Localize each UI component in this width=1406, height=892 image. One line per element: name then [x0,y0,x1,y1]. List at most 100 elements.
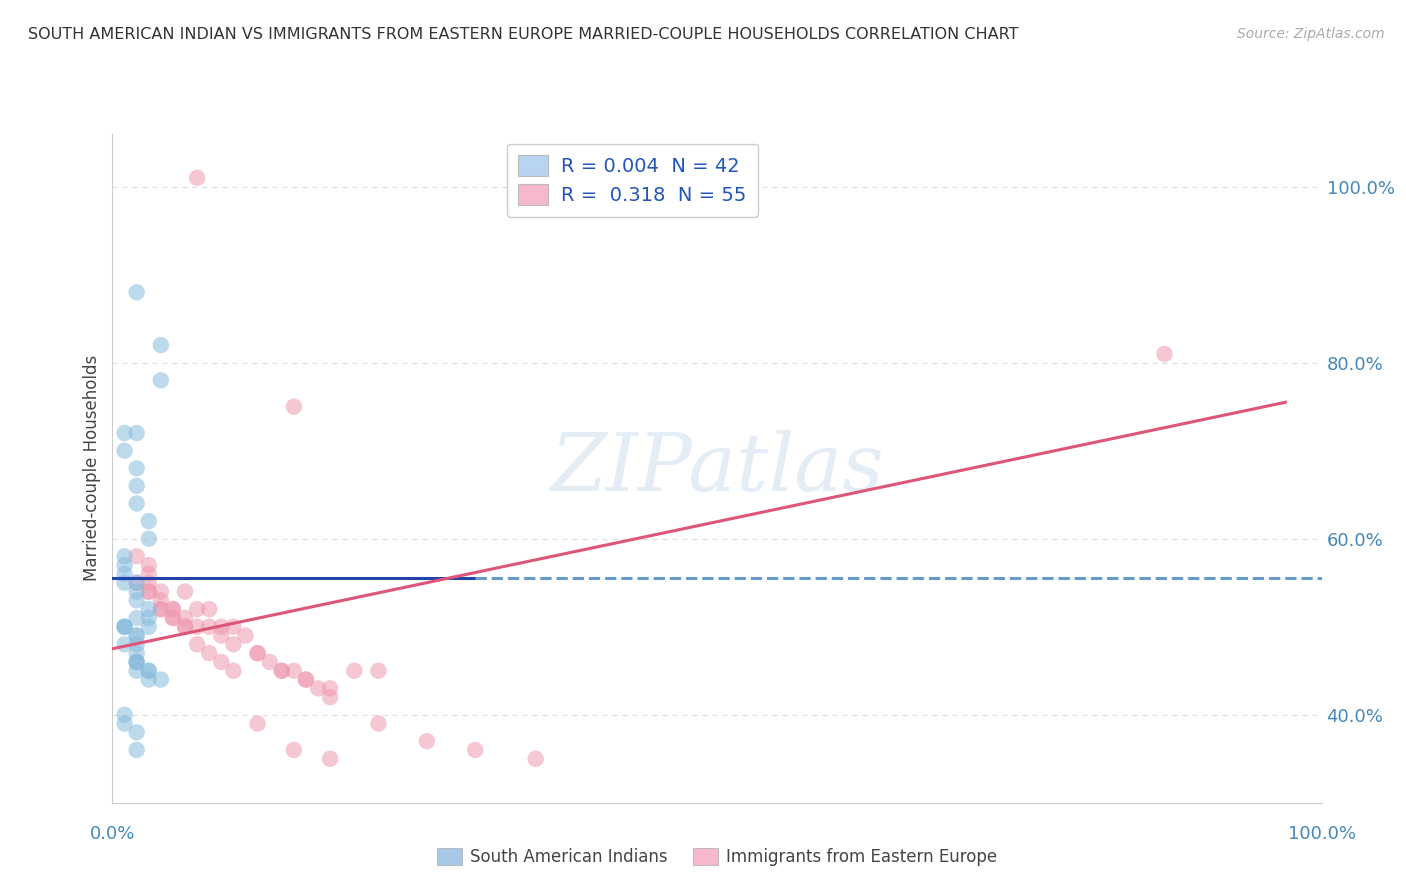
Point [319,681,342,696]
Point [114,707,136,722]
Point [174,611,197,625]
Point [114,566,136,581]
Point [149,593,172,607]
Point [283,664,305,678]
Point [125,496,148,510]
Point [114,575,136,590]
Text: ZIPatlas: ZIPatlas [550,430,884,507]
Point [209,628,232,642]
Point [138,584,160,599]
Point [125,655,148,669]
Point [125,285,148,300]
Point [319,752,342,766]
Point [114,620,136,634]
Point [125,646,148,660]
Point [114,716,136,731]
Point [222,637,245,651]
Point [149,338,172,352]
Point [125,664,148,678]
Point [235,628,257,642]
Text: 100.0%: 100.0% [1288,825,1355,843]
Point [174,620,197,634]
Point [162,602,184,616]
Point [114,426,136,441]
Point [138,575,160,590]
Point [125,637,148,651]
Point [198,620,221,634]
Point [283,743,305,757]
Point [125,479,148,493]
Point [125,725,148,739]
Point [125,549,148,564]
Point [149,584,172,599]
Point [198,602,221,616]
Point [138,664,160,678]
Point [174,584,197,599]
Point [125,628,148,642]
Point [319,690,342,705]
Point [114,549,136,564]
Point [114,620,136,634]
Point [125,584,148,599]
Point [174,620,197,634]
Point [222,664,245,678]
Point [367,664,389,678]
Point [138,584,160,599]
Point [125,575,148,590]
Point [270,664,292,678]
Point [125,426,148,441]
Point [222,620,245,634]
Point [125,655,148,669]
Point [138,664,160,678]
Point [162,602,184,616]
Point [125,743,148,757]
Text: Source: ZipAtlas.com: Source: ZipAtlas.com [1237,27,1385,41]
Point [259,655,281,669]
Point [186,170,208,185]
Point [149,602,172,616]
Point [1153,347,1175,361]
Point [138,514,160,528]
Point [125,628,148,642]
Point [186,602,208,616]
Point [209,655,232,669]
Y-axis label: Married-couple Households: Married-couple Households [83,355,101,582]
Legend: South American Indians, Immigrants from Eastern Europe: South American Indians, Immigrants from … [429,840,1005,875]
Text: SOUTH AMERICAN INDIAN VS IMMIGRANTS FROM EASTERN EUROPE MARRIED-COUPLE HOUSEHOLD: SOUTH AMERICAN INDIAN VS IMMIGRANTS FROM… [28,27,1018,42]
Point [464,743,486,757]
Text: 0.0%: 0.0% [90,825,135,843]
Point [524,752,547,766]
Point [416,734,439,748]
Point [198,646,221,660]
Point [125,655,148,669]
Point [114,637,136,651]
Point [114,443,136,458]
Point [149,673,172,687]
Point [209,620,232,634]
Point [270,664,292,678]
Point [125,575,148,590]
Point [138,673,160,687]
Point [343,664,366,678]
Point [367,716,389,731]
Point [283,400,305,414]
Point [138,566,160,581]
Point [138,611,160,625]
Point [138,532,160,546]
Point [125,611,148,625]
Point [138,620,160,634]
Point [162,611,184,625]
Point [186,620,208,634]
Point [246,646,269,660]
Point [295,673,318,687]
Point [295,673,318,687]
Point [138,602,160,616]
Point [307,681,329,696]
Point [246,646,269,660]
Point [162,611,184,625]
Point [125,461,148,475]
Point [149,373,172,387]
Point [138,558,160,573]
Point [186,637,208,651]
Point [149,602,172,616]
